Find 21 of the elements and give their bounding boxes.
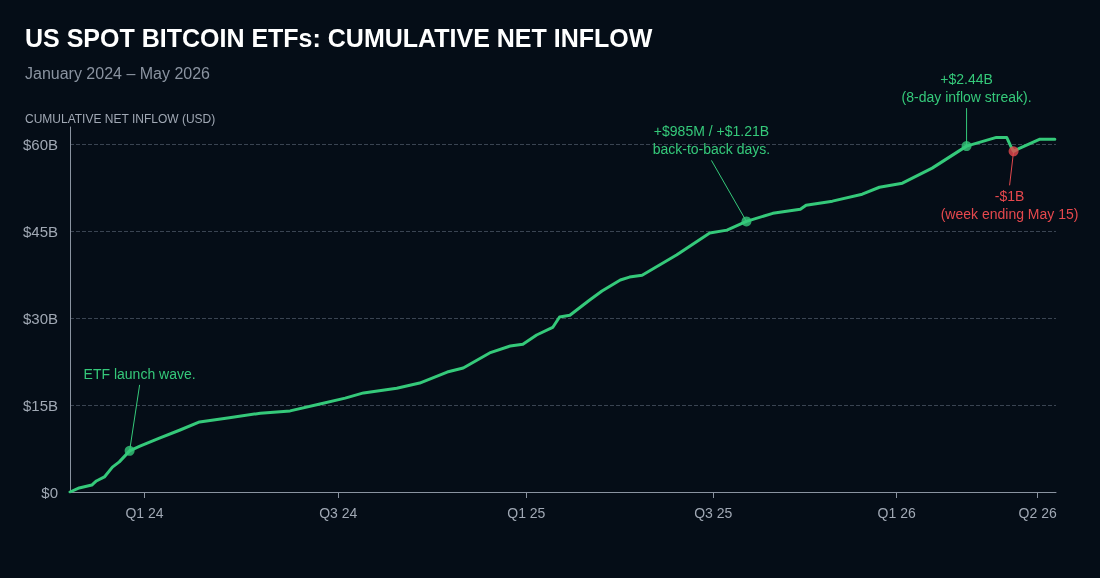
x-tick-label: Q1 24: [125, 505, 164, 521]
y-tick-label: $60B: [22, 135, 58, 153]
chart-subtitle: January 2024 – May 2026: [25, 64, 211, 82]
x-tick-label: Q3 24: [319, 505, 358, 521]
x-tick-label: Q1 25: [507, 505, 546, 521]
annotation: ETF launch wave.: [83, 365, 196, 382]
x-tick-label: Q2 26: [1018, 505, 1057, 521]
point: [741, 216, 752, 227]
y-tick-label: $15B: [22, 396, 58, 414]
annotation: +$2.44B (8-day inflow streak).: [901, 71, 1032, 106]
y-axis-title: CUMULATIVE NET INFLOW (USD): [25, 112, 216, 126]
annotation: +$985M / +$1.21B back-to-back days.: [652, 123, 771, 158]
chart-title: US SPOT BITCOIN ETFs: CUMULATIVE NET INFLOW: [25, 23, 653, 52]
point: [124, 445, 135, 456]
annotation: -$1B (week ending May 15): [940, 188, 1079, 223]
y-tick-label: $0: [41, 483, 58, 501]
y-tick-label: $30B: [22, 309, 58, 327]
y-tick-label: $45B: [22, 222, 58, 240]
x-tick-label: Q1 26: [877, 505, 916, 521]
point: [961, 141, 972, 152]
x-tick-label: Q3 25: [694, 505, 733, 521]
